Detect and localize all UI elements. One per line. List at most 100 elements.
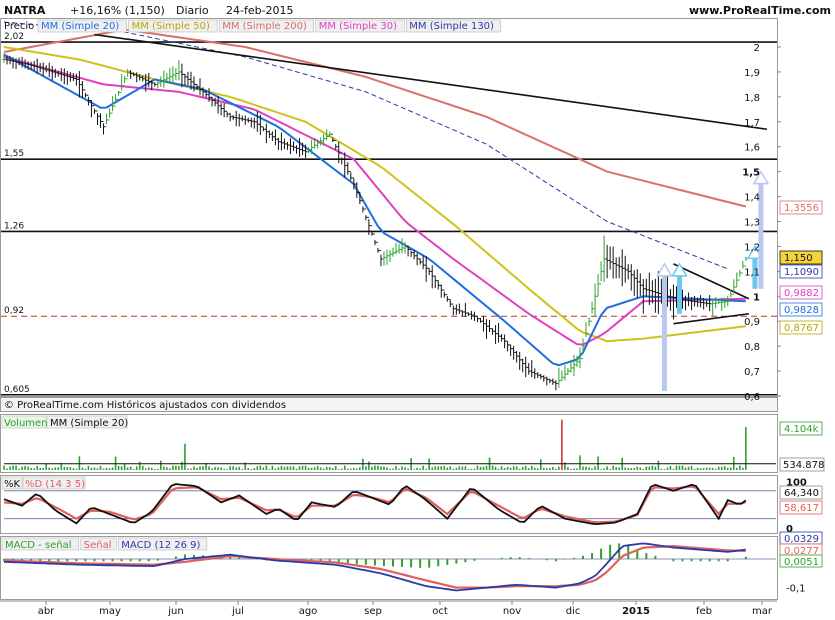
volume-bar xyxy=(205,462,207,470)
macd-histogram-bar xyxy=(111,559,114,562)
volume-bar xyxy=(440,466,443,470)
volume-bar xyxy=(250,469,253,470)
price-bar xyxy=(132,72,136,77)
price-bar xyxy=(14,58,18,70)
price-bar xyxy=(738,269,742,281)
price-bar xyxy=(201,87,205,97)
macd-histogram-bar xyxy=(473,559,476,561)
price-bar xyxy=(111,96,115,114)
legend-chip xyxy=(80,537,117,551)
volume-bar xyxy=(48,467,51,470)
macd-legend-label: MACD - señal xyxy=(5,540,72,551)
volume-bar xyxy=(241,468,244,470)
price-bar xyxy=(409,249,413,258)
price-bar xyxy=(445,294,449,302)
price-bar xyxy=(120,74,124,93)
macd-histogram-bar xyxy=(582,555,584,559)
macd-histogram-bar xyxy=(382,559,385,567)
price-bar xyxy=(331,133,335,142)
moving-average-line xyxy=(3,56,746,346)
volume-bar xyxy=(349,468,352,470)
volume-bar xyxy=(184,443,186,470)
volume-bar xyxy=(181,461,183,470)
volume-bar xyxy=(654,466,657,470)
macd-signal-line xyxy=(3,544,746,589)
volume-bar xyxy=(42,467,45,470)
volume-bar xyxy=(503,468,506,470)
macd-histogram-bar xyxy=(364,559,367,565)
volume-bar xyxy=(108,468,111,470)
volume-bar xyxy=(9,466,11,470)
price-bar xyxy=(533,368,537,379)
price-tick-label: 1,3 xyxy=(744,218,760,229)
stoch-k-line xyxy=(3,483,747,526)
volume-bar xyxy=(633,468,636,470)
price-bar xyxy=(602,235,606,283)
macd-histogram-bar xyxy=(229,556,232,559)
price-tick-label: 0,9 xyxy=(744,317,760,328)
volume-ma-value-label: 534.878 xyxy=(783,460,824,471)
macd-line xyxy=(3,542,746,592)
price-bar xyxy=(448,298,452,308)
price-bar xyxy=(632,270,636,296)
volume-bar xyxy=(395,465,397,470)
price-bar xyxy=(463,303,467,317)
price-bar xyxy=(222,103,226,118)
volume-bar xyxy=(515,466,518,470)
price-bar xyxy=(144,73,148,92)
macd-histogram-bar xyxy=(527,558,530,559)
macd-histogram-bar xyxy=(726,559,729,562)
volume-bar xyxy=(289,466,292,470)
volume-bar xyxy=(464,466,467,470)
price-bar xyxy=(32,60,36,71)
macd-histogram-bar xyxy=(437,559,440,567)
price-bar xyxy=(102,121,106,135)
price-bar xyxy=(62,68,66,85)
volume-bar xyxy=(21,466,23,470)
price-bar xyxy=(620,249,624,287)
volume-bar xyxy=(717,466,720,470)
macd-value-badge xyxy=(779,554,823,568)
volume-bar xyxy=(561,419,563,470)
price-bar xyxy=(147,72,151,88)
volume-bar xyxy=(726,467,729,470)
macd-histogram-bar xyxy=(75,559,78,562)
volume-bar xyxy=(163,466,165,470)
price-bar xyxy=(469,310,473,320)
price-tick-label: 1,5 xyxy=(742,168,760,179)
volume-bar xyxy=(609,469,611,470)
price-tick-label: 1,9 xyxy=(744,68,760,79)
price-bar xyxy=(59,68,63,82)
price-bar xyxy=(246,117,250,123)
volume-bar xyxy=(175,465,177,470)
price-bar xyxy=(325,129,329,141)
volume-bar xyxy=(536,468,539,470)
date-label: 24-feb-2015 xyxy=(226,4,294,17)
month-label: jun xyxy=(167,606,183,617)
volume-bar xyxy=(271,465,274,470)
price-bar xyxy=(171,66,175,84)
volume-bar xyxy=(500,466,503,470)
price-bar xyxy=(29,61,33,70)
volume-bar xyxy=(739,465,741,470)
price-bar xyxy=(653,278,657,313)
volume-bar xyxy=(539,459,542,470)
volume-bar xyxy=(298,466,301,470)
volume-bar xyxy=(15,465,17,470)
stoch-d-legend: %D (14 3 5) xyxy=(25,479,85,490)
volume-bar xyxy=(639,467,642,470)
macd-histogram-bar xyxy=(600,548,603,559)
price-bar xyxy=(270,131,274,142)
price-tick-label: 0,7 xyxy=(744,367,760,378)
month-label: feb xyxy=(696,606,712,617)
macd-histogram-bar xyxy=(681,559,684,562)
price-bar xyxy=(560,370,564,381)
price-bar xyxy=(26,61,30,70)
volume-ma-legend-label: MM (Simple 20) xyxy=(50,418,128,429)
volume-bar xyxy=(18,468,20,470)
moving-average-line xyxy=(3,28,747,208)
price-bar xyxy=(427,267,431,276)
price-bar xyxy=(319,137,323,146)
price-bar xyxy=(105,113,109,128)
price-bar xyxy=(261,126,265,132)
